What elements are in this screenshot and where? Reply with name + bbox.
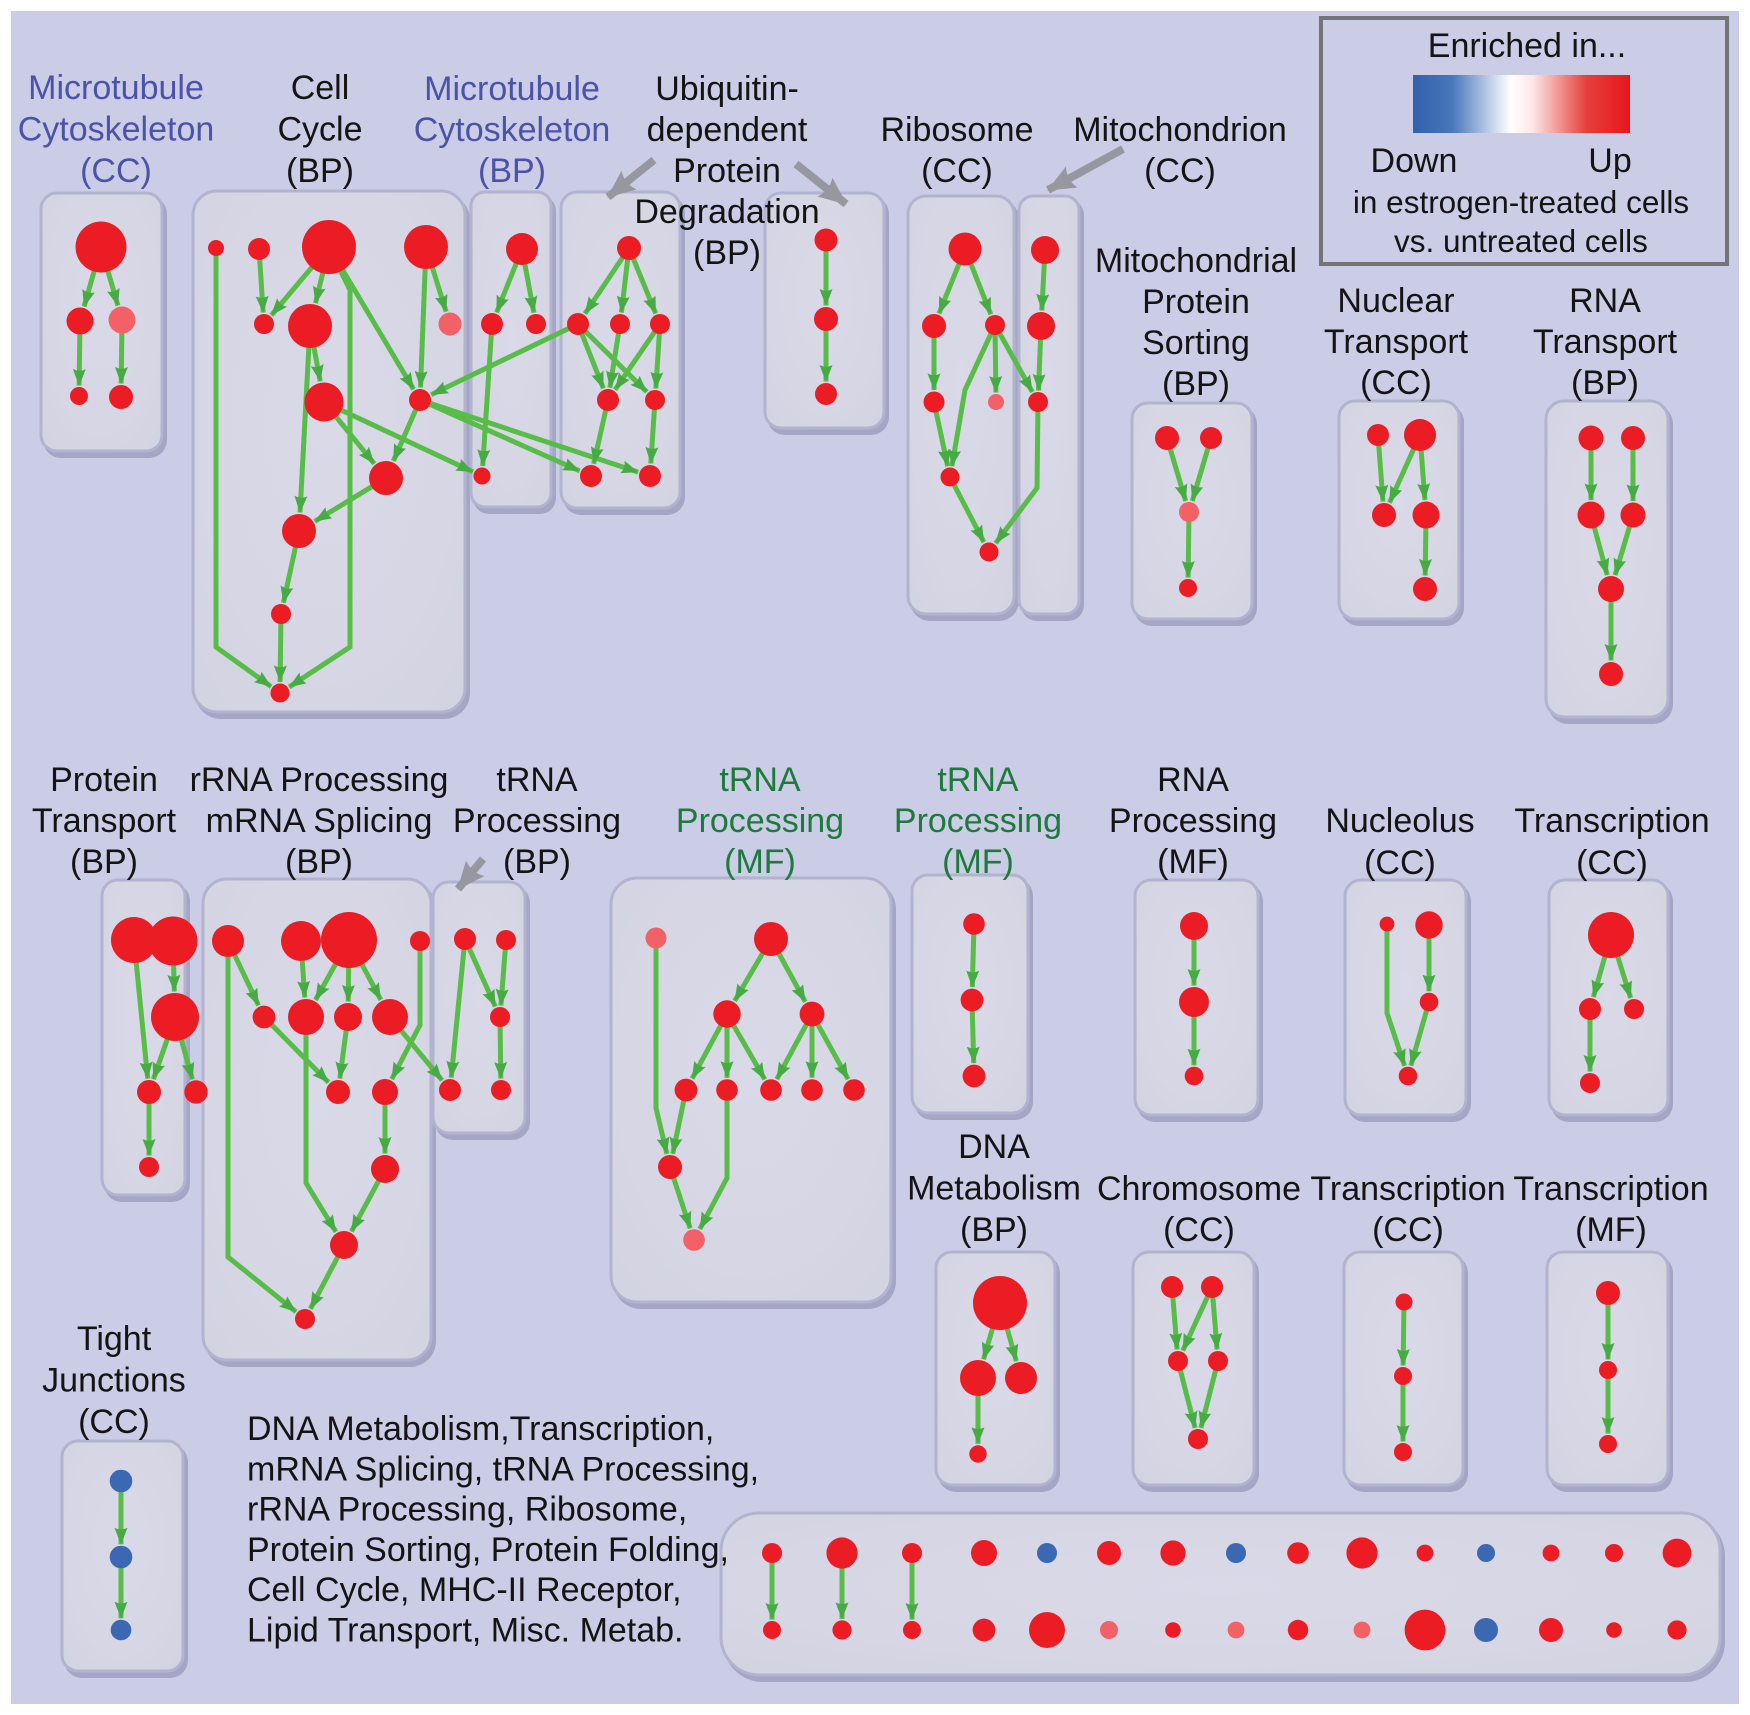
svg-text:Processing: Processing: [894, 802, 1062, 840]
svg-text:tRNA: tRNA: [937, 761, 1019, 799]
svg-text:Transcription: Transcription: [1514, 802, 1709, 840]
svg-text:Processing: Processing: [453, 802, 621, 840]
svg-text:Transport: Transport: [1324, 323, 1469, 361]
svg-text:mRNA Splicing: mRNA Splicing: [206, 802, 433, 840]
svg-text:Processing: Processing: [676, 802, 844, 840]
svg-text:(BP): (BP): [70, 843, 138, 881]
svg-text:Down: Down: [1371, 142, 1458, 180]
svg-text:(MF): (MF): [724, 843, 796, 881]
svg-text:(BP): (BP): [960, 1211, 1028, 1249]
svg-text:DNA Metabolism,Transcription,: DNA Metabolism,Transcription,: [247, 1410, 714, 1448]
svg-text:(BP): (BP): [285, 843, 353, 881]
svg-text:Cell: Cell: [291, 69, 350, 107]
svg-text:Microtubule: Microtubule: [28, 69, 204, 107]
svg-text:Up: Up: [1588, 142, 1631, 180]
svg-text:Degradation: Degradation: [634, 193, 819, 231]
svg-text:Mitochondrial: Mitochondrial: [1095, 242, 1297, 280]
svg-text:Protein: Protein: [1142, 283, 1250, 321]
svg-text:in estrogen-treated cells: in estrogen-treated cells: [1353, 184, 1689, 220]
svg-text:Nucleolus: Nucleolus: [1325, 802, 1474, 840]
svg-text:Ribosome: Ribosome: [880, 111, 1033, 149]
svg-text:(BP): (BP): [693, 234, 761, 272]
svg-text:Protein: Protein: [673, 152, 781, 190]
svg-text:(CC): (CC): [1576, 844, 1648, 882]
svg-text:tRNA: tRNA: [496, 761, 578, 799]
svg-text:RNA: RNA: [1157, 761, 1229, 799]
svg-text:Lipid Transport, Misc. Metab.: Lipid Transport, Misc. Metab.: [247, 1612, 684, 1650]
svg-text:(CC): (CC): [1163, 1211, 1235, 1249]
svg-text:Cytoskeleton: Cytoskeleton: [18, 111, 215, 149]
svg-text:Nuclear: Nuclear: [1337, 282, 1454, 320]
svg-text:mRNA Splicing, tRNA Processing: mRNA Splicing, tRNA Processing,: [247, 1450, 759, 1488]
svg-text:(MF): (MF): [942, 843, 1014, 881]
svg-text:(BP): (BP): [478, 152, 546, 190]
svg-text:Ubiquitin-: Ubiquitin-: [655, 70, 799, 108]
svg-text:vs. untreated cells: vs. untreated cells: [1394, 223, 1648, 259]
svg-text:dependent: dependent: [647, 111, 808, 149]
svg-text:(CC): (CC): [1372, 1211, 1444, 1249]
svg-text:rRNA Processing, Ribosome,: rRNA Processing, Ribosome,: [247, 1491, 687, 1529]
svg-text:Protein Sorting, Protein Foldi: Protein Sorting, Protein Folding,: [247, 1531, 729, 1569]
svg-text:(BP): (BP): [286, 152, 354, 190]
svg-text:Transport: Transport: [32, 802, 177, 840]
svg-text:Cell Cycle, MHC-II Receptor,: Cell Cycle, MHC-II Receptor,: [247, 1571, 682, 1609]
svg-text:DNA: DNA: [958, 1128, 1030, 1166]
svg-text:Processing: Processing: [1109, 802, 1277, 840]
svg-text:Sorting: Sorting: [1142, 324, 1250, 362]
svg-text:(BP): (BP): [1571, 364, 1639, 402]
svg-text:Protein: Protein: [50, 761, 158, 799]
svg-text:(MF): (MF): [1575, 1211, 1647, 1249]
svg-text:rRNA Processing: rRNA Processing: [190, 761, 449, 799]
svg-text:(CC): (CC): [921, 152, 993, 190]
svg-text:Enriched in...: Enriched in...: [1428, 27, 1626, 65]
svg-text:(CC): (CC): [1360, 364, 1432, 402]
svg-text:Mitochondrion: Mitochondrion: [1073, 111, 1287, 149]
svg-text:(BP): (BP): [1162, 365, 1230, 403]
svg-text:(CC): (CC): [80, 152, 152, 190]
svg-text:Transcription: Transcription: [1310, 1170, 1505, 1208]
svg-text:Metabolism: Metabolism: [907, 1170, 1081, 1208]
svg-text:RNA: RNA: [1569, 282, 1641, 320]
svg-text:Cytoskeleton: Cytoskeleton: [414, 111, 611, 149]
svg-text:(CC): (CC): [1144, 152, 1216, 190]
svg-text:Cycle: Cycle: [277, 111, 362, 149]
svg-text:tRNA: tRNA: [719, 761, 801, 799]
svg-text:Tight: Tight: [77, 1320, 152, 1358]
svg-text:(CC): (CC): [1364, 844, 1436, 882]
svg-text:(CC): (CC): [78, 1403, 150, 1441]
svg-text:(MF): (MF): [1157, 843, 1229, 881]
svg-text:Transcription: Transcription: [1513, 1170, 1708, 1208]
svg-text:Microtubule: Microtubule: [424, 70, 600, 108]
svg-text:Chromosome: Chromosome: [1097, 1170, 1301, 1208]
svg-text:Transport: Transport: [1533, 323, 1678, 361]
svg-text:(BP): (BP): [503, 843, 571, 881]
svg-text:Junctions: Junctions: [42, 1362, 186, 1400]
